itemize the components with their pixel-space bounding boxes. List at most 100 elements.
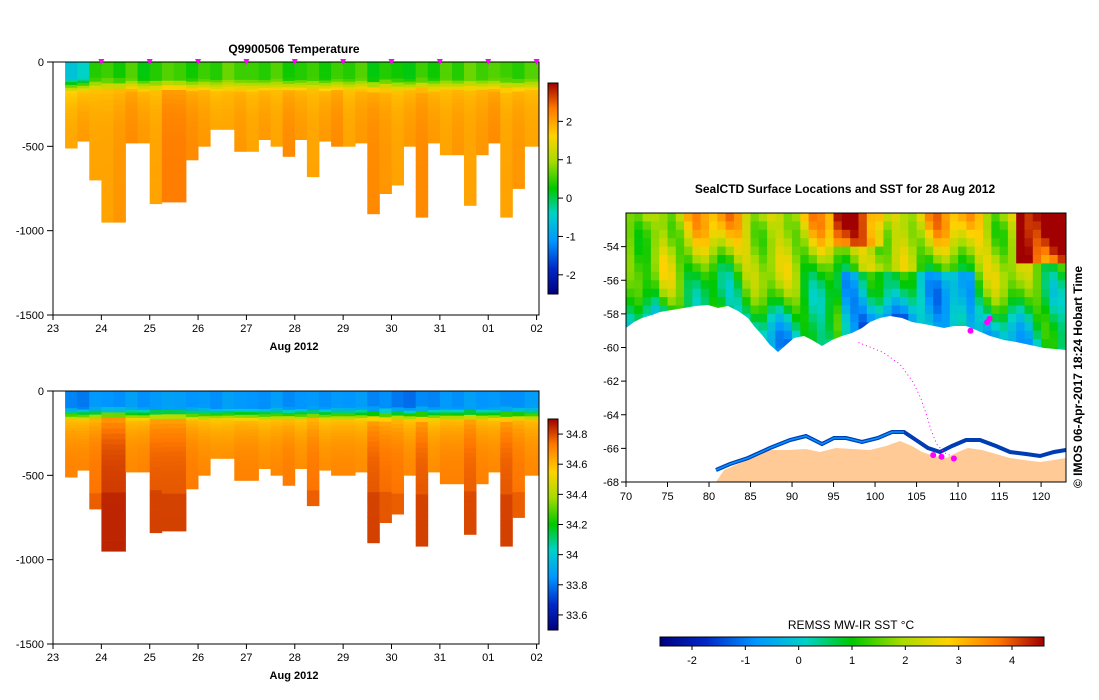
- section-cell: [367, 406, 380, 412]
- section-cell: [488, 409, 501, 413]
- sst-cell: [634, 263, 644, 273]
- section-cell: [149, 414, 163, 420]
- section-cell: [355, 415, 368, 419]
- section-cell: [222, 95, 235, 99]
- sst-cell: [800, 322, 810, 332]
- section-cell: [343, 452, 356, 456]
- section-cell: [294, 108, 308, 112]
- section-cell: [391, 464, 404, 470]
- sst-cell: [692, 271, 702, 281]
- section-cell: [403, 450, 417, 454]
- sst-cell: [808, 213, 818, 222]
- section-cell: [89, 113, 102, 118]
- section-cell: [270, 76, 284, 80]
- section-cell: [173, 122, 187, 128]
- section-cell: [306, 130, 320, 135]
- section-cell: [452, 102, 465, 106]
- section-cell: [427, 445, 441, 449]
- y-tick-label: -500: [22, 141, 44, 153]
- sst-cell: [659, 288, 668, 298]
- section-cell: [379, 491, 392, 497]
- sst-cell: [841, 263, 851, 273]
- sst-cell: [1049, 313, 1059, 323]
- section-cell: [173, 428, 187, 434]
- sst-cell: [966, 238, 976, 248]
- section-cell: [488, 420, 501, 424]
- temperature-section-cells: [65, 62, 540, 223]
- section-cell: [270, 92, 284, 97]
- section-cell: [65, 411, 78, 415]
- section-cell: [258, 100, 271, 104]
- section-cell: [355, 450, 368, 454]
- section-cell: [65, 73, 78, 77]
- section-cell: [512, 146, 525, 151]
- section-cell: [89, 117, 102, 122]
- sst-cell: [717, 288, 727, 298]
- section-cell: [282, 413, 296, 417]
- section-cell: [258, 424, 271, 428]
- section-cell: [113, 163, 126, 170]
- section-cell: [391, 156, 404, 161]
- section-cell: [246, 65, 259, 69]
- section-cell: [512, 142, 525, 147]
- section-cell: [77, 120, 90, 124]
- section-cell: [319, 467, 332, 471]
- section-cell: [464, 81, 477, 87]
- profile-marker: [340, 59, 347, 65]
- section-cell: [246, 391, 259, 395]
- sst-cell: [933, 297, 942, 306]
- sst-cell: [891, 246, 901, 256]
- sst-cell: [684, 280, 693, 290]
- section-cell: [367, 158, 380, 164]
- sst-cell: [1049, 305, 1059, 315]
- section-cell: [391, 172, 404, 178]
- sst-cell: [750, 288, 760, 298]
- section-cell: [524, 104, 540, 108]
- section-cell: [403, 427, 417, 431]
- section-cell: [343, 135, 356, 139]
- section-cell: [524, 112, 540, 116]
- section-cell: [476, 96, 489, 100]
- section-cell: [355, 396, 368, 400]
- section-cell: [258, 113, 271, 117]
- lon-tick-label: 100: [866, 491, 884, 503]
- section-cell: [367, 401, 380, 407]
- section-cell: [367, 72, 380, 78]
- sst-cell: [808, 263, 818, 273]
- section-cell: [149, 424, 163, 430]
- section-cell: [89, 497, 102, 502]
- section-cell: [476, 400, 489, 404]
- sst-cell: [742, 246, 751, 256]
- sst-cell: [949, 305, 959, 315]
- section-cell: [125, 70, 138, 74]
- section-cell: [476, 139, 489, 143]
- sst-cell: [725, 297, 735, 306]
- section-cell: [306, 429, 320, 434]
- x-tick-label: 25: [144, 652, 156, 664]
- lon-tick-label: 120: [1032, 491, 1050, 503]
- section-cell: [186, 101, 199, 105]
- section-cell: [258, 131, 271, 135]
- section-cell: [234, 391, 247, 395]
- section-cell: [319, 417, 332, 421]
- sst-cell: [833, 238, 843, 248]
- sst-cell: [908, 271, 918, 281]
- sst-cell: [983, 221, 992, 231]
- section-cell: [524, 396, 540, 400]
- sst-cell: [841, 322, 851, 332]
- section-cell: [439, 68, 453, 72]
- section-cell: [198, 135, 211, 139]
- section-cell: [464, 85, 477, 92]
- sst-cell: [974, 255, 984, 264]
- section-cell: [500, 427, 513, 433]
- sst-cell: [875, 255, 884, 264]
- section-cell: [89, 156, 102, 161]
- lon-tick-label: 105: [907, 491, 925, 503]
- section-cell: [294, 460, 308, 464]
- sst-cell: [733, 238, 743, 248]
- sst-cell: [775, 263, 785, 273]
- sst-cell: [866, 297, 876, 306]
- sst-cell: [750, 221, 760, 231]
- lat-tick-label: -64: [603, 410, 619, 422]
- section-cell: [258, 391, 271, 394]
